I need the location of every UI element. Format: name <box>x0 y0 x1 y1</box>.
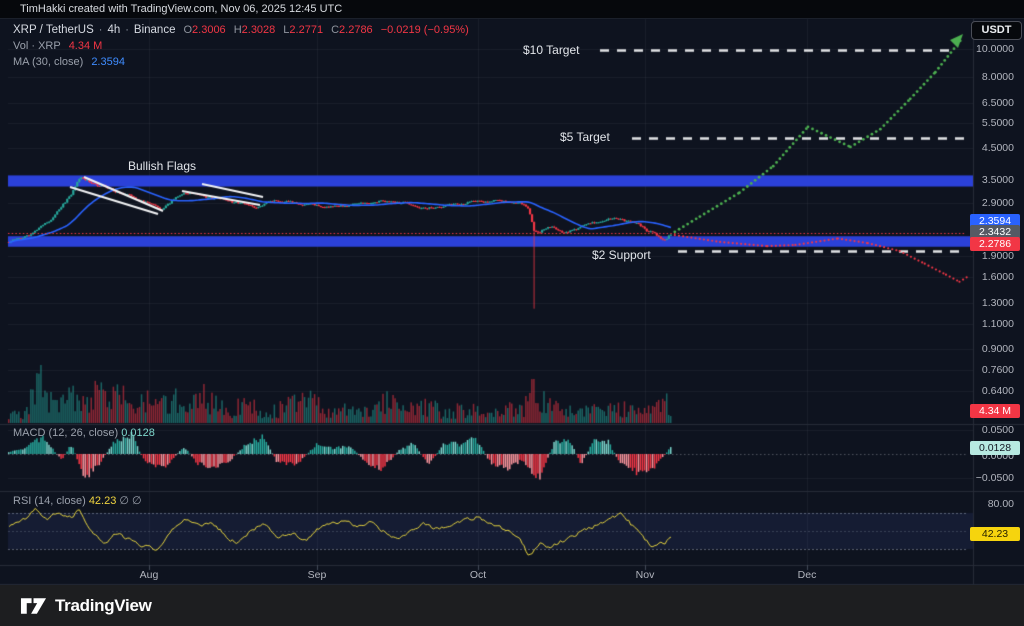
macd-legend: MACD (12, 26, close) 0.0128 <box>13 427 155 439</box>
two-dollar-support-label: $2 Support <box>592 248 651 262</box>
symbol-legend-row: XRP / TetherUS · 4h · Binance O2.3006 H2… <box>13 22 469 38</box>
five-dollar-target-label: $5 Target <box>560 130 610 144</box>
bullish-flags-label: Bullish Flags <box>128 159 197 173</box>
ohlc-close: C2.2786 <box>331 24 373 36</box>
ohlc-high: H2.3028 <box>233 24 276 36</box>
rsi-label[interactable]: RSI (14, close) <box>13 495 86 507</box>
attribution-text: TimHakki created with TradingView.com, N… <box>20 3 343 15</box>
price-change: −0.0219 (−0.95%) <box>380 24 469 36</box>
ma-value: 2.3594 <box>91 56 125 68</box>
tradingview-logo-icon[interactable] <box>20 597 47 615</box>
macd-value: 0.0128 <box>121 427 155 439</box>
chart-legend: XRP / TetherUS · 4h · Binance O2.3006 H2… <box>13 22 469 70</box>
currency-toggle-button[interactable]: USDT <box>971 21 1022 40</box>
ten-dollar-target-label: $10 Target <box>523 43 580 57</box>
tradingview-brand-text[interactable]: TradingView <box>55 595 152 615</box>
volume-legend-row: Vol · XRP 4.34 M <box>13 38 469 54</box>
volume-label[interactable]: Vol · XRP <box>13 40 61 52</box>
attribution-bar: TimHakki created with TradingView.com, N… <box>0 0 1024 19</box>
macd-label[interactable]: MACD (12, 26, close) <box>13 427 119 439</box>
rsi-legend: RSI (14, close) 42.23 ∅ ∅ <box>13 494 142 507</box>
symbol-title[interactable]: XRP / TetherUS <box>13 24 94 36</box>
volume-value: 4.34 M <box>68 40 103 52</box>
rsi-empty-values: ∅ ∅ <box>119 495 142 507</box>
legend-separator: · <box>98 24 103 36</box>
ohlc-open: O2.3006 <box>183 24 226 36</box>
rsi-value: 42.23 <box>88 495 117 507</box>
footer-bar: TradingView <box>0 585 1024 626</box>
ma-legend-row: MA (30, close) 2.3594 <box>13 54 469 70</box>
ma-label[interactable]: MA (30, close) <box>13 56 84 68</box>
exchange-label: Binance <box>133 24 176 36</box>
ohlc-low: L2.2771 <box>283 24 324 36</box>
legend-separator: · <box>125 24 129 36</box>
interval-label[interactable]: 4h <box>107 24 121 36</box>
